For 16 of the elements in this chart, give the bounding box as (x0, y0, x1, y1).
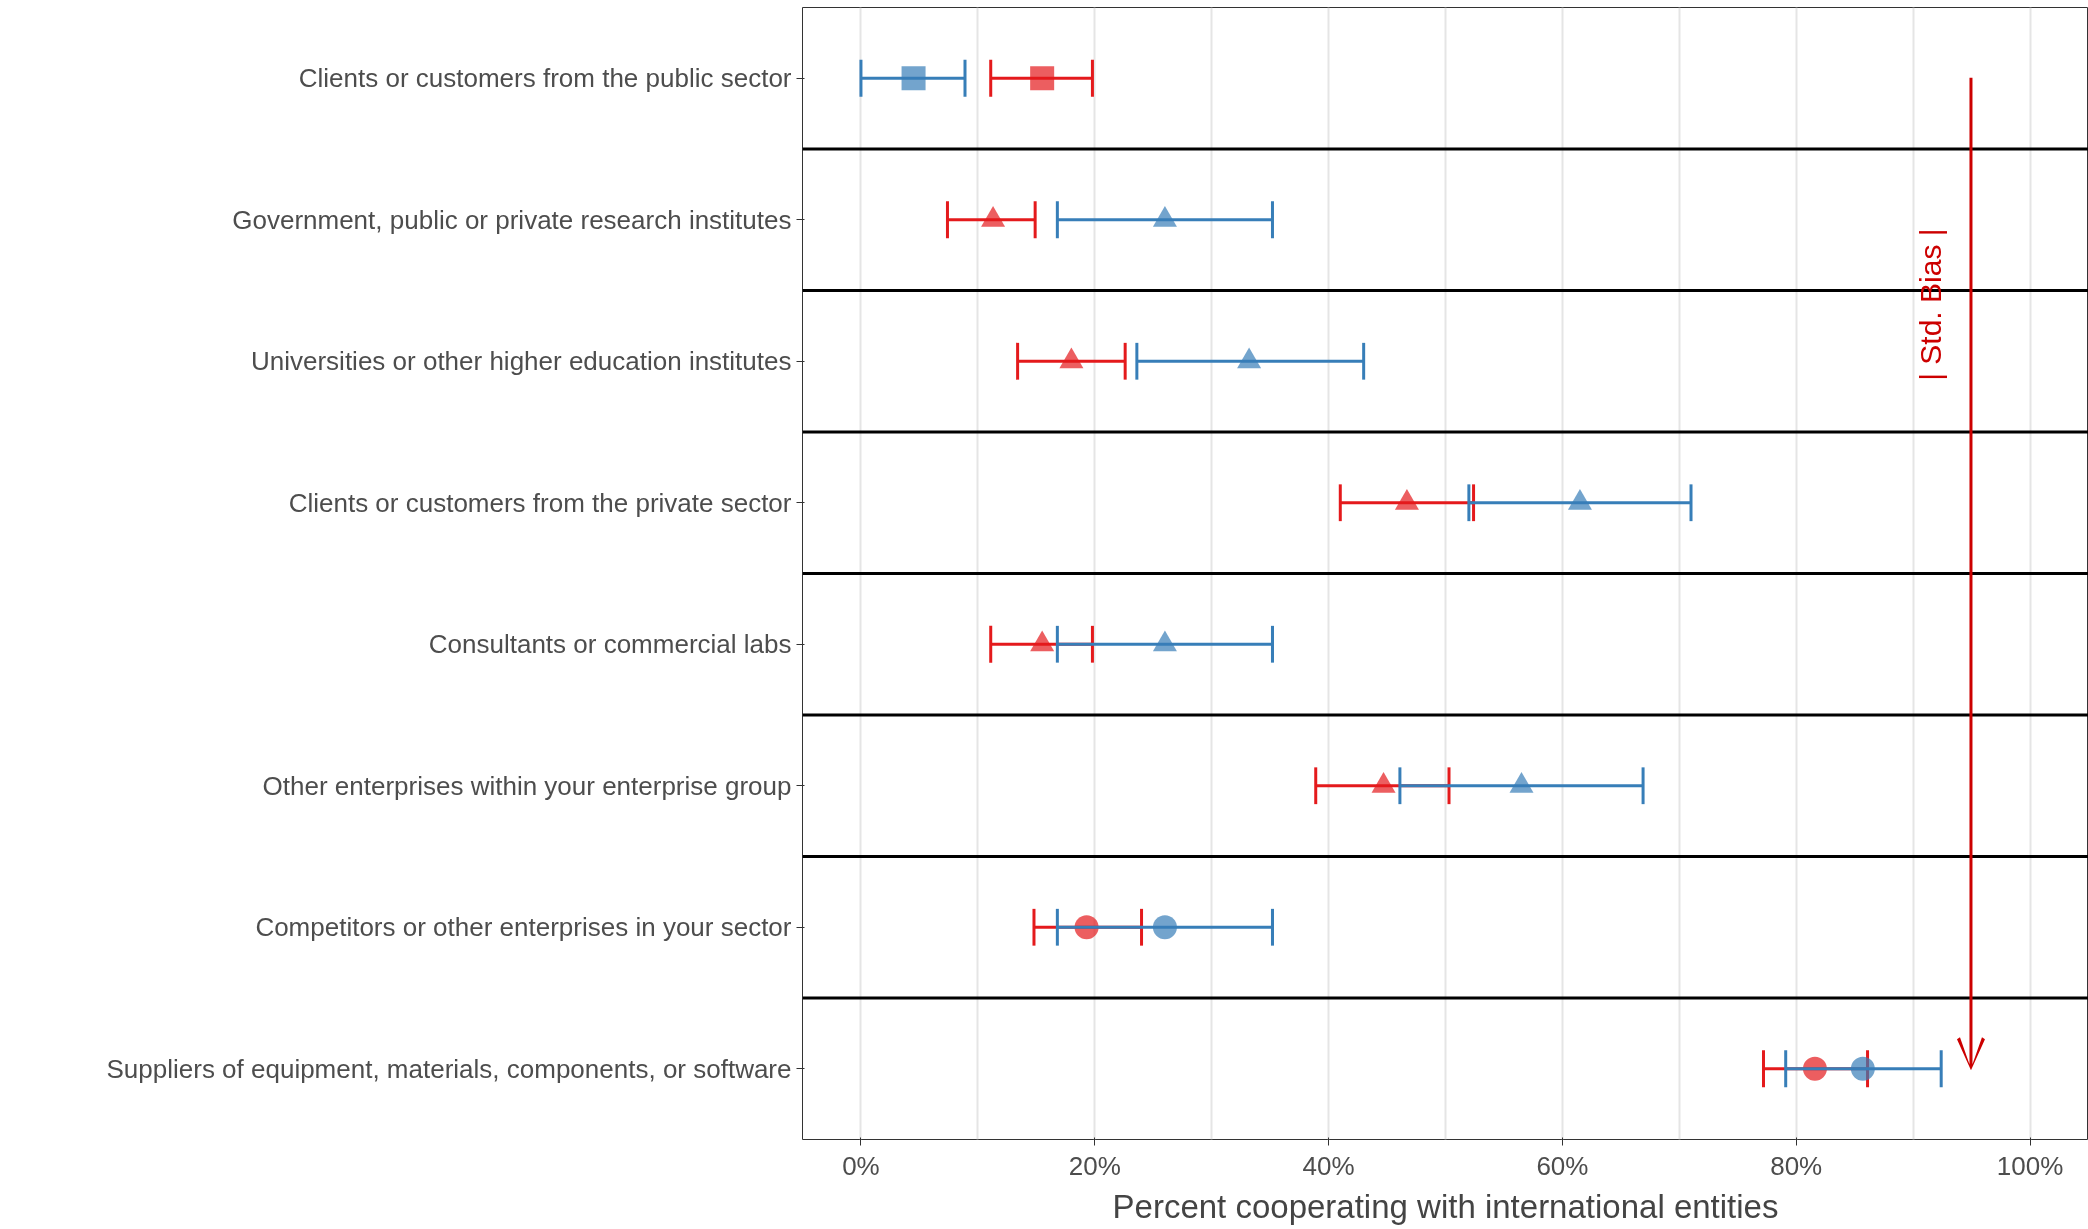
y-tick-label: Universities or other higher education institutes (251, 346, 792, 377)
x-tick-label: 100% (1996, 1150, 2064, 1181)
annotation: | Std. Bias | (1913, 228, 1947, 381)
x-tick-label: 60% (1536, 1150, 1589, 1181)
x-tick-label: 80% (1770, 1150, 1823, 1181)
y-tick-label: Suppliers of equipment, materials, components, or software (106, 1053, 792, 1084)
y-tick-label: Consultants or commercial labs (428, 629, 792, 660)
y-tick-label: Competitors or other enterprises in your sector (255, 912, 792, 943)
x-tick-label: 20% (1068, 1150, 1121, 1181)
y-tick-label: Other enterprises within your enterprise group (262, 770, 792, 801)
y-tick-label: Government, public or private research institutes (232, 204, 792, 235)
x-axis-title: Percent cooperating with international entities (1112, 1187, 1779, 1225)
y-tick-label: Clients or customers from the private sector (288, 487, 792, 518)
x-tick-label: 0% (842, 1150, 880, 1181)
y-tick-label: Clients or customers from the public sector (298, 63, 792, 94)
x-tick-label: 40% (1302, 1150, 1355, 1181)
